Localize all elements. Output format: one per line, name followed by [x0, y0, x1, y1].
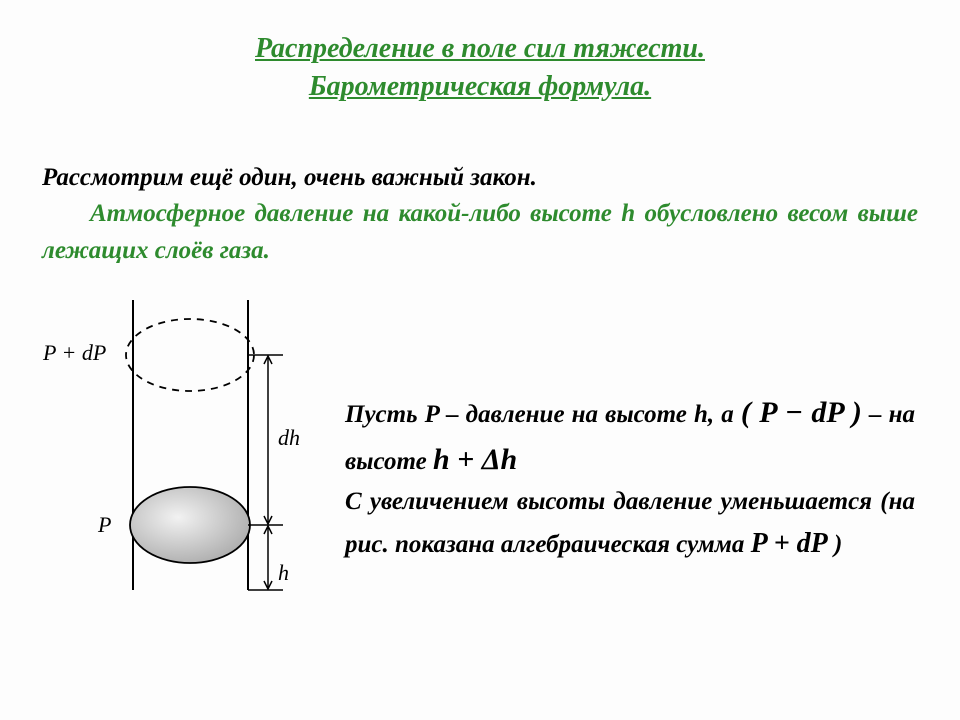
- body-seg4: ): [828, 531, 843, 558]
- label-p: P: [97, 512, 111, 537]
- title-line2: Барометрическая формула.: [309, 71, 651, 102]
- intro-line1: Рассмотрим ещё один, очень важный закон.: [42, 164, 537, 191]
- intro-paragraph: Рассмотрим ещё один, очень важный закон.…: [42, 160, 918, 269]
- pressure-diagram: P + dP P dh h: [38, 300, 328, 620]
- label-p-plus-dp: P + dP: [42, 340, 106, 365]
- title-line1: Распределение в поле сил тяжести.: [255, 33, 705, 64]
- body-seg3c: алгебраическая сумма: [501, 531, 745, 558]
- body-seg3a: С увеличением высоты давление: [345, 488, 712, 515]
- label-h: h: [278, 560, 289, 585]
- slide-title: Распределение в поле сил тяжести. Бароме…: [0, 30, 960, 106]
- formula-p-minus-dp: ( P − dP ): [741, 396, 862, 429]
- dashed-ellipse: [126, 319, 254, 391]
- label-dh: dh: [278, 425, 300, 450]
- slide: Распределение в поле сил тяжести. Бароме…: [0, 0, 960, 720]
- body-seg1: Пусть P – давление на высоте h, а: [345, 401, 734, 428]
- intro-line2: Атмосферное давление на какой-либо высот…: [90, 200, 635, 227]
- filled-ellipse: [130, 487, 250, 563]
- formula-p-plus-dp: P + dP: [751, 528, 828, 559]
- formula-h-plus-dh: h + Δh: [433, 443, 517, 476]
- body-paragraph: Пусть P – давление на высоте h, а ( P − …: [345, 390, 915, 565]
